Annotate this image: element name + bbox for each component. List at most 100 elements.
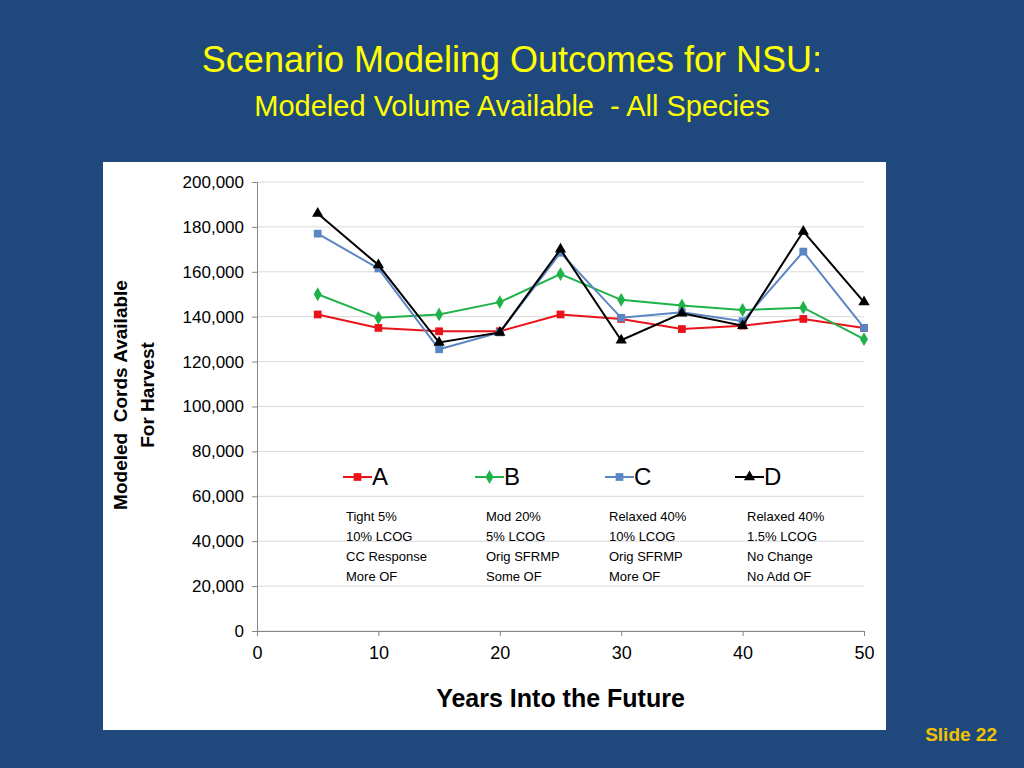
series-marker [373,259,384,269]
x-tick-mark [257,631,258,636]
y-tick-label: 200,000 [183,173,244,192]
grid-line [257,361,864,362]
series-marker [858,296,869,306]
series-marker [435,308,443,322]
annotation: Orig SFRMP [609,549,683,564]
y-axis-title: For Harvest [137,342,158,448]
y-tick-mark [252,317,257,318]
grid-line [257,182,864,183]
x-axis-title: Years Into the Future [436,684,685,712]
y-tick-mark [252,407,257,408]
x-tick-mark [743,631,744,636]
y-tick: 180,000 [183,218,257,237]
series-marker [676,307,687,317]
series-marker [557,267,565,281]
y-tick-label: 120,000 [183,353,244,372]
series-marker [557,311,565,319]
y-tick-label: 20,000 [192,577,244,596]
y-tick-mark [252,227,257,228]
y-tick: 0 [235,622,257,641]
x-tick: 30 [612,631,632,663]
series-line [318,213,864,342]
annotation: No Add OF [747,569,811,584]
series-marker [375,324,383,332]
series-marker [616,334,627,344]
slide: Scenario Modeling Outcomes for NSU: Model… [0,0,1024,768]
y-tick: 140,000 [183,308,257,327]
series-marker [555,243,566,253]
annotation: 10% LCOG [346,529,412,544]
y-tick-mark [252,182,257,183]
legend-entry: ATight 5%10% LCOGCC ResponseMore OF [343,463,427,584]
series-marker [374,311,382,325]
series-marker [312,207,323,217]
x-tick: 50 [854,631,874,663]
legend-marker [744,470,755,480]
y-tick-mark [252,541,257,542]
annotation: Tight 5% [346,509,397,524]
y-tick-label: 100,000 [183,397,244,416]
x-tick-mark [378,631,379,636]
annotation: CC Response [346,549,427,564]
series-marker [617,314,625,322]
series-marker [496,295,504,309]
x-tick-mark [500,631,501,636]
series-marker [314,311,322,319]
grid-line [257,451,864,452]
chart-background [103,162,886,730]
series-marker [617,293,625,307]
y-tick: 100,000 [183,397,257,416]
y-tick-label: 60,000 [192,487,244,506]
x-tick-label: 50 [854,643,874,663]
x-axis: 01020304050 [252,631,874,663]
y-tick-mark [252,451,257,452]
y-tick-mark [252,496,257,497]
series-marker [798,225,809,235]
y-tick-label: 160,000 [183,263,244,282]
grid-line [257,496,864,497]
plot [312,207,870,353]
annotation: Some OF [486,569,542,584]
y-tick-label: 40,000 [192,532,244,551]
title: Scenario Modeling Outcomes for NSU: [202,39,822,80]
series-marker [739,303,747,317]
series-marker [314,230,322,238]
series-marker [494,326,505,336]
annotation: 5% LCOG [486,529,545,544]
y-axis-title: Modeled Cords Available [110,280,131,510]
legend-label: A [372,463,388,490]
annotation: More OF [609,569,660,584]
legend-marker [486,470,494,484]
legend: A Tight 5% 10% LCOG CC Response More OF B Mod … [343,463,825,584]
annotation: Orig SFRMP [486,549,560,564]
x-tick-label: 0 [252,643,262,663]
annotation: Relaxed 40% [609,509,687,524]
subtitle: Modeled Volume Available - All Species [254,90,769,122]
series-marker [433,336,444,346]
series-marker [860,332,868,346]
annotation: 1.5% LCOG [747,529,817,544]
y-tick-label: 80,000 [192,442,244,461]
y-tick: 40,000 [192,532,257,551]
series-marker [737,319,748,329]
y-tick: 160,000 [183,263,257,282]
annotation: Mod 20% [486,509,541,524]
grid-line [257,586,864,587]
y-axis: 0 20,000 40,000 60,000 80,000 100,000 120,000 1… [183,173,258,641]
legend-marker [354,473,362,481]
x-tick-mark [621,631,622,636]
legend-marker [616,473,624,481]
series-marker [860,324,868,332]
y-tick-mark [252,586,257,587]
x-axis-line [258,632,865,637]
grid-line [257,226,864,227]
y-tick-label: 140,000 [183,308,244,327]
series-marker [314,287,322,301]
footer: Slide 22 [925,724,997,745]
x-tick: 0 [252,631,262,663]
series-marker [435,327,443,335]
legend-label: B [504,463,520,490]
series-marker [799,315,807,323]
legend-label: C [634,463,651,490]
grid [257,182,864,631]
